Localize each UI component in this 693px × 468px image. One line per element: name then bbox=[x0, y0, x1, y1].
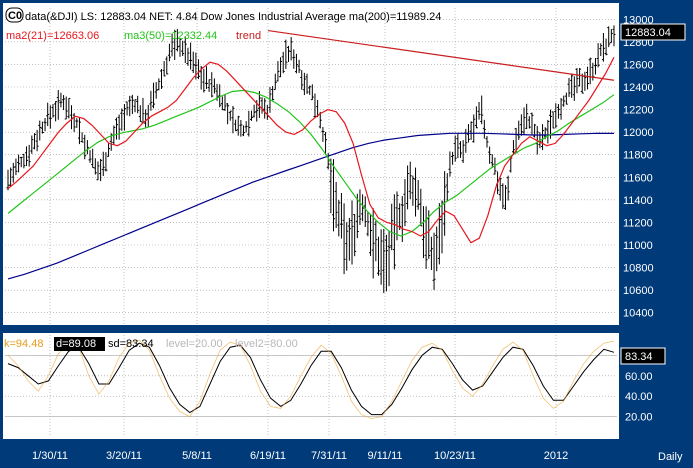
y-tick-label: 11000 bbox=[623, 240, 653, 252]
stoch-y-tick-label: 40.00 bbox=[625, 391, 653, 403]
ma50-legend: ma3(50)=12332.44 bbox=[124, 30, 217, 42]
y-tick-label: 12000 bbox=[623, 127, 654, 139]
series-badge[interactable] bbox=[5, 7, 24, 23]
stoch-y-tick-label: 20.00 bbox=[625, 412, 653, 424]
stoch-level1-legend: level=20.00 bbox=[166, 338, 223, 350]
price-bars bbox=[6, 25, 616, 294]
series-badge-label: C0 bbox=[8, 10, 22, 22]
x-tick-label: 6/19/11 bbox=[250, 450, 286, 462]
stoch-y-tick-label: 60.00 bbox=[625, 371, 653, 383]
main-legend: data(&DJI) LS: 12883.04 NET: 4.84 Dow Jo… bbox=[25, 11, 441, 23]
stoch-last-tag bbox=[620, 347, 666, 365]
x-tick-label: 5/8/11 bbox=[182, 450, 212, 462]
x-tick-label: 10/23/11 bbox=[434, 450, 476, 462]
y-tick-label: 11800 bbox=[623, 150, 653, 162]
y-tick-label: 12600 bbox=[623, 59, 654, 71]
ma21-legend: ma2(21)=12663.06 bbox=[6, 30, 99, 42]
y-tick-label: 10600 bbox=[623, 285, 654, 297]
price-y-axis: 10400 10600 10800 11000 11200 11400 11600 11800… bbox=[623, 14, 654, 319]
y-tick-label: 11400 bbox=[623, 195, 653, 207]
stoch-sd-line bbox=[7, 342, 615, 416]
x-tick-label: 2012 bbox=[544, 450, 568, 462]
x-tick-label: 7/31/11 bbox=[311, 450, 347, 462]
stoch-level2-legend: level2=80.00 bbox=[235, 338, 298, 350]
y-tick-label: 10400 bbox=[623, 308, 654, 320]
y-tick-label: 12400 bbox=[623, 82, 654, 94]
x-tick-label: 1/30/11 bbox=[32, 450, 68, 462]
trend-line bbox=[267, 29, 615, 81]
stoch-k-legend: k=94.48 bbox=[4, 338, 43, 350]
interval-label[interactable]: Daily bbox=[658, 451, 683, 463]
y-tick-label: 12200 bbox=[623, 105, 654, 117]
x-axis: 1/30/11 3/20/11 5/8/11 6/19/11 7/31/11 9/11/1… bbox=[32, 450, 568, 462]
last-price-tag bbox=[620, 23, 686, 41]
x-tick-label: 3/20/11 bbox=[106, 450, 142, 462]
ma21-line bbox=[7, 57, 615, 244]
stoch-d-legend: d=89.08 bbox=[56, 338, 96, 350]
stoch-k-line bbox=[7, 339, 615, 420]
y-tick-label: 11600 bbox=[623, 172, 653, 184]
indicator-lines bbox=[7, 29, 615, 280]
last-price-value: 12883.04 bbox=[625, 27, 671, 39]
trend-legend: trend bbox=[236, 30, 261, 42]
grid bbox=[5, 8, 617, 437]
stoch-sd-legend: sd=83.34 bbox=[108, 338, 154, 350]
stoch-d-legend-bg bbox=[54, 337, 105, 351]
stoch-last-value: 83.34 bbox=[625, 351, 653, 363]
x-tick-label: 9/11/11 bbox=[367, 450, 402, 462]
stoch-panel[interactable] bbox=[3, 333, 619, 439]
ma200-line bbox=[7, 132, 615, 280]
y-tick-label: 13000 bbox=[623, 14, 654, 26]
y-tick-label: 11200 bbox=[623, 217, 653, 229]
y-tick-label: 10800 bbox=[623, 263, 654, 275]
stoch-lines bbox=[5, 339, 617, 420]
